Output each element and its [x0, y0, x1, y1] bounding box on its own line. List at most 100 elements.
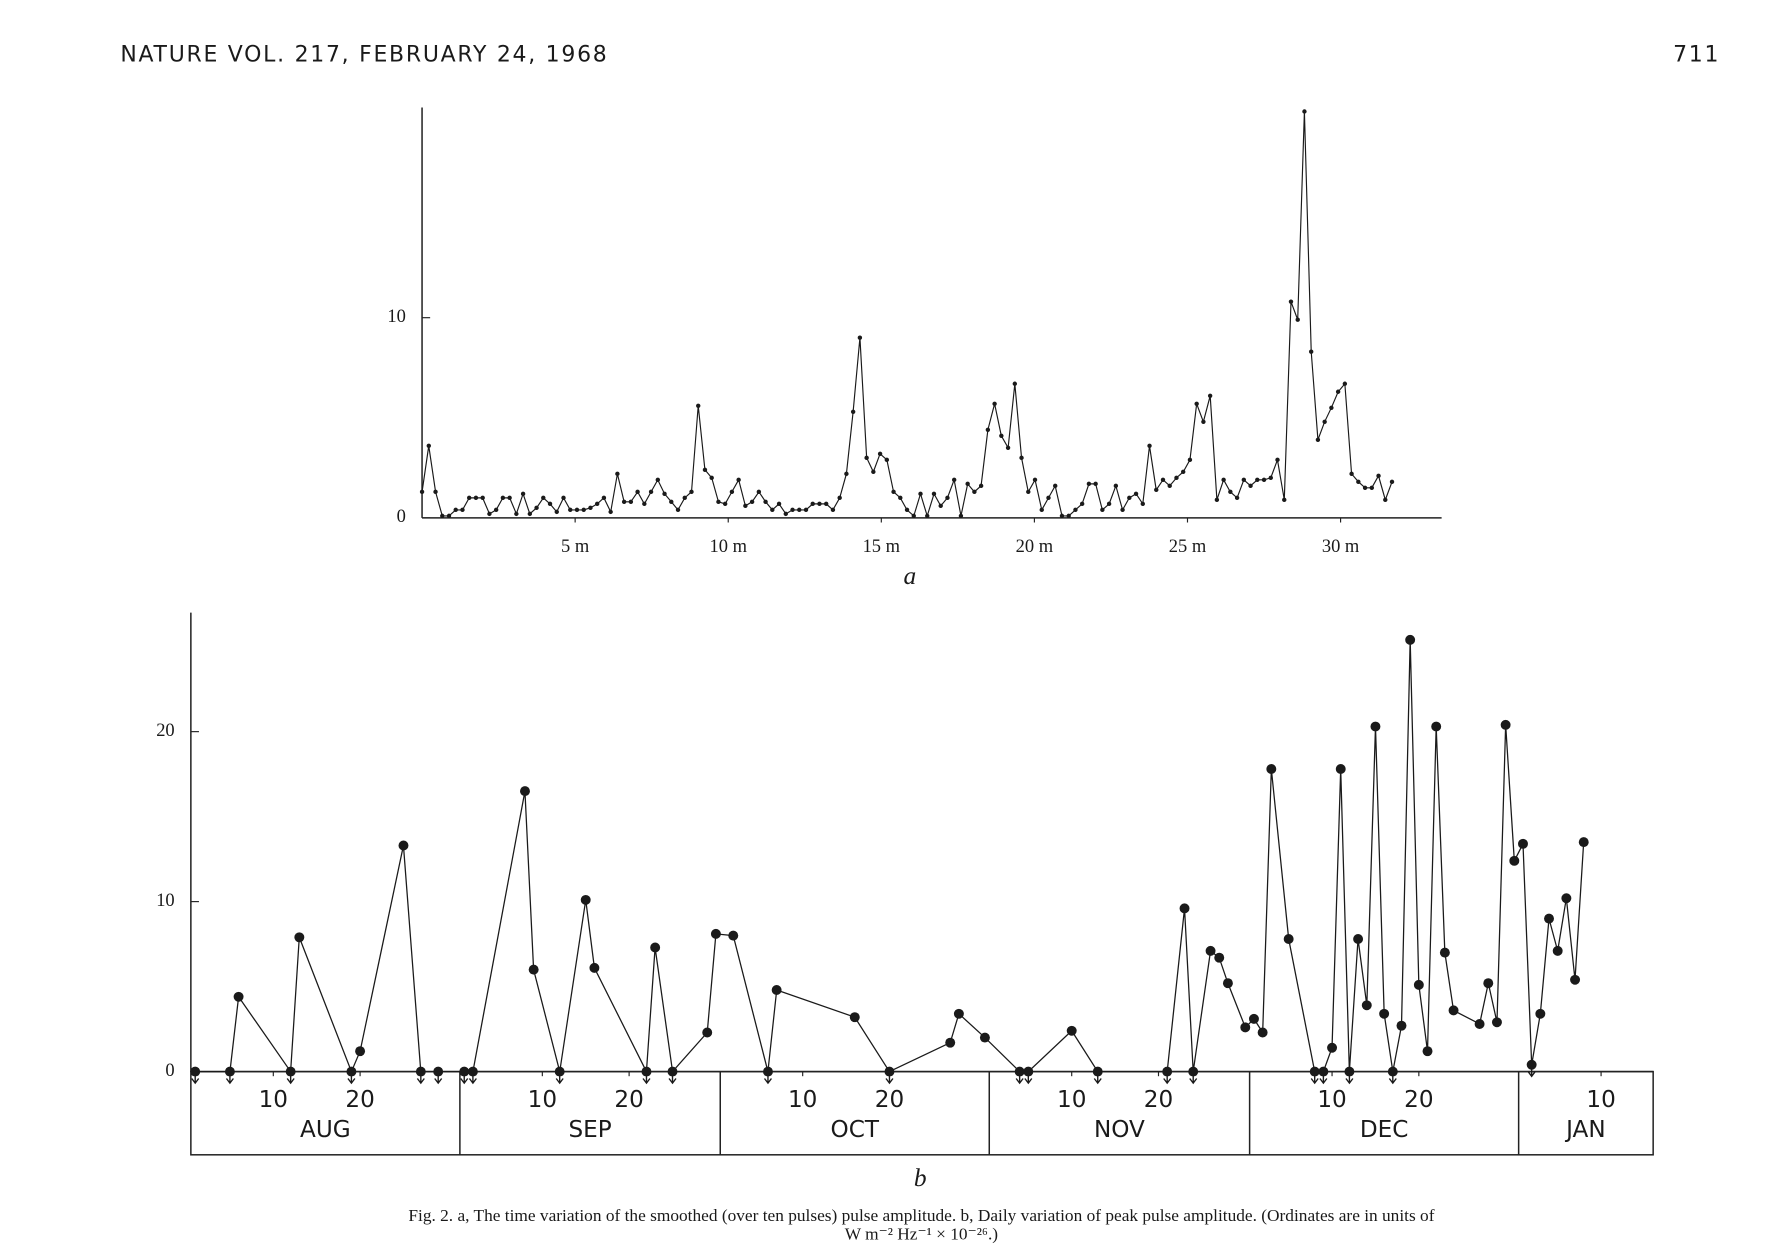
- data-point: [541, 495, 546, 501]
- data-point: [1167, 483, 1172, 489]
- month-label: OCT: [831, 1117, 880, 1143]
- data-point: [1073, 507, 1078, 513]
- data-point: [1327, 1042, 1338, 1053]
- data-point: [453, 507, 458, 513]
- data-point: [1222, 978, 1233, 989]
- limit-arrow: [1015, 1071, 1024, 1085]
- data-point: [662, 491, 667, 497]
- limit-arrow: [1345, 1071, 1354, 1085]
- limit-arrow: [1163, 1071, 1172, 1085]
- data-point: [1014, 1066, 1025, 1077]
- data-point: [1188, 1066, 1199, 1077]
- data-point: [803, 507, 809, 513]
- data-point: [487, 511, 492, 517]
- data-point: [1266, 764, 1277, 775]
- data-point: [728, 930, 739, 941]
- data-point: [978, 483, 984, 489]
- x-tick-label: 10: [528, 1087, 557, 1113]
- data-point: [1181, 469, 1186, 475]
- data-point: [1535, 1008, 1546, 1019]
- data-point: [433, 1066, 444, 1077]
- data-point: [460, 507, 465, 513]
- data-point: [1370, 721, 1381, 732]
- data-point: [850, 409, 856, 414]
- data-point: [1140, 501, 1145, 507]
- data-point: [743, 503, 748, 509]
- data-point: [783, 511, 788, 517]
- x-tick-label: 20: [875, 1087, 904, 1113]
- x-tick-label: 30 m: [1322, 536, 1360, 556]
- data-point: [1500, 719, 1511, 730]
- caption-line: Fig. 2. a, The time variation of the smo…: [408, 1206, 1434, 1225]
- data-point: [1315, 437, 1321, 442]
- data-point: [716, 499, 721, 505]
- data-point: [1387, 1066, 1398, 1077]
- data-point: [945, 1037, 956, 1048]
- data-point: [1214, 497, 1220, 503]
- data-point: [507, 495, 512, 501]
- data-line: [195, 639, 1585, 1074]
- data-point: [294, 932, 305, 943]
- limit-arrow: [1024, 1071, 1033, 1085]
- data-point: [1356, 479, 1361, 485]
- data-point: [520, 491, 526, 497]
- y-tick-label: 0: [397, 506, 406, 526]
- limit-arrow: [1319, 1071, 1328, 1085]
- data-point: [953, 1008, 964, 1019]
- data-point: [446, 513, 452, 519]
- data-point: [904, 507, 910, 513]
- data-point: [1147, 443, 1152, 449]
- data-line: [421, 111, 1393, 518]
- data-point: [857, 335, 863, 340]
- data-point: [621, 499, 627, 505]
- data-point: [736, 477, 741, 483]
- data-point: [1383, 497, 1388, 503]
- data-point: [1214, 952, 1225, 963]
- data-point: [1187, 457, 1193, 463]
- data-point: [1361, 1000, 1372, 1011]
- data-point: [1261, 477, 1267, 483]
- data-point: [1086, 481, 1092, 487]
- data-point: [925, 513, 930, 519]
- data-point: [1282, 497, 1287, 503]
- data-point: [500, 495, 506, 501]
- data-point: [1422, 1046, 1433, 1057]
- limit-arrow: [1093, 1071, 1102, 1085]
- data-point: [440, 513, 445, 519]
- data-point: [667, 1066, 678, 1077]
- data-point: [574, 507, 580, 513]
- limit-arrow: [191, 1071, 200, 1085]
- month-label: AUG: [300, 1117, 351, 1143]
- x-tick-label: 25 m: [1169, 536, 1207, 556]
- page-number: 711: [1673, 42, 1720, 67]
- x-tick-label: 10: [1317, 1087, 1346, 1113]
- data-point: [999, 433, 1004, 438]
- data-point: [1194, 401, 1199, 406]
- data-point: [864, 455, 869, 461]
- data-point: [398, 840, 409, 851]
- limit-arrow: [763, 1071, 772, 1085]
- data-point: [1268, 475, 1273, 481]
- data-point: [849, 1012, 860, 1023]
- data-point: [669, 499, 674, 505]
- data-point: [992, 401, 997, 406]
- data-point: [1059, 513, 1065, 519]
- data-point: [918, 491, 923, 497]
- data-point: [615, 471, 620, 477]
- data-point: [877, 451, 883, 457]
- data-point: [1228, 489, 1233, 495]
- x-tick-label: 10: [1586, 1087, 1615, 1113]
- data-point: [1120, 507, 1125, 513]
- y-tick-label: 0: [165, 1060, 174, 1080]
- data-point: [561, 495, 566, 501]
- data-point: [771, 985, 782, 995]
- data-point: [1448, 1005, 1459, 1016]
- data-point: [1552, 945, 1563, 956]
- data-point: [655, 477, 661, 483]
- data-point: [1162, 1066, 1173, 1077]
- data-point: [1342, 381, 1348, 386]
- data-point: [1240, 1022, 1251, 1033]
- data-point: [1179, 903, 1190, 914]
- data-point: [837, 495, 842, 501]
- data-point: [797, 507, 802, 513]
